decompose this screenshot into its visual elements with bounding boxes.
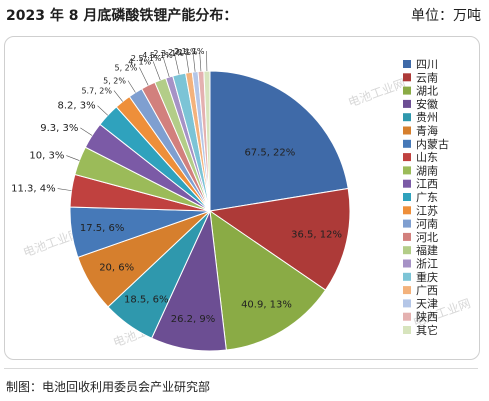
data-label: 5, 2% (103, 77, 126, 86)
legend-swatch (403, 326, 411, 334)
leader-line (66, 155, 80, 161)
legend-swatch (403, 86, 411, 95)
data-label: 2, 1% (175, 47, 198, 56)
pie-slice-1 (209, 70, 349, 212)
legend-label: 云南 (416, 71, 438, 84)
legend-label: 广西 (416, 284, 438, 297)
leader-line (163, 57, 170, 78)
leader-line (192, 51, 196, 72)
legend-swatch (403, 272, 411, 281)
data-label: 20, 6% (99, 263, 134, 274)
legend-label: 贵州 (416, 111, 438, 124)
data-label: 4, 1% (128, 57, 151, 66)
pie-slice-3 (209, 209, 327, 351)
leader-line (139, 67, 149, 86)
unit-label: 单位：万吨 (411, 8, 481, 24)
data-label: 17.5, 6% (80, 223, 125, 234)
legend-label: 山东 (416, 151, 438, 164)
legend: 四川云南湖北安徽贵州青海内蒙古山东湖南江西广东江苏河南河北福建浙江重庆广西天津陕… (403, 58, 449, 337)
leader-line (57, 188, 72, 191)
legend-label: 湖北 (416, 85, 438, 98)
data-label: 2.1, 1% (174, 47, 205, 56)
legend-swatch (403, 166, 411, 175)
legend-label: 安徽 (416, 97, 438, 111)
data-label: 18.5, 6% (124, 295, 169, 306)
legend-swatch (403, 299, 411, 308)
legend-swatch (403, 246, 411, 255)
data-label: 10, 3% (29, 151, 64, 162)
legend-label: 江西 (416, 178, 438, 191)
data-label: 26.2, 9% (171, 314, 216, 325)
legend-label: 陕西 (416, 310, 438, 324)
data-label: 2.5, 1% (131, 54, 162, 63)
leader-line (80, 127, 93, 136)
leader-line (127, 80, 136, 93)
leader-line (199, 51, 202, 72)
pie-slices (69, 70, 351, 352)
legend-swatch (403, 232, 411, 241)
data-label: 40.9, 13% (241, 299, 292, 310)
legend-swatch (403, 286, 411, 295)
legend-label: 天津 (416, 297, 438, 310)
chart-frame: 电池工业网电池工业网电池工业网电池工业网 67.5, 22%36.5, 12%4… (4, 36, 480, 360)
data-label: 5.7, 2% (81, 87, 112, 96)
legend-swatch (403, 153, 411, 162)
leader-line (152, 61, 161, 81)
source-note: 制图：电池回收利用委员会产业研究部 (6, 380, 211, 394)
pie-chart: 电池工业网电池工业网电池工业网电池工业网 67.5, 22%36.5, 12%4… (11, 47, 472, 352)
legend-label: 其它 (416, 323, 438, 337)
footer-divider (4, 368, 478, 369)
data-label: 4.5, 1% (142, 51, 173, 60)
data-label: 2.3, 1% (153, 49, 184, 58)
legend-label: 河南 (416, 218, 438, 231)
data-label: 11.3, 4% (11, 184, 56, 195)
data-label: 2, 1% (168, 48, 191, 57)
legend-swatch (403, 113, 411, 122)
chart-title: 2023 年 8 月底磷酸铁锂产能分布： (6, 8, 238, 24)
data-label: 9.3, 3% (40, 123, 78, 134)
legend-label: 内蒙古 (416, 137, 449, 151)
watermark-text: 电池工业网 (346, 76, 407, 110)
leader-line (97, 105, 109, 116)
pie-slice-2 (208, 187, 351, 291)
legend-label: 福建 (416, 243, 438, 257)
data-label: 8.2, 3% (57, 101, 95, 112)
legend-label: 广东 (416, 191, 438, 204)
legend-label: 浙江 (416, 258, 438, 271)
pie-slice-21 (203, 70, 211, 212)
data-labels: 67.5, 22% 36.5, 12% 40.9, 13% 26.2, 9%18.5,… (11, 47, 342, 325)
legend-swatch (403, 179, 411, 188)
legend-swatch (403, 193, 411, 201)
leader-line (113, 90, 123, 102)
legend-label: 重庆 (416, 270, 438, 284)
legend-swatch (403, 73, 411, 82)
legend-swatch (403, 206, 411, 215)
legend-label: 四川 (416, 58, 438, 71)
legend-label: 青海 (416, 124, 438, 138)
leader-line (174, 54, 180, 75)
legend-swatch (403, 259, 411, 268)
legend-swatch (403, 219, 411, 228)
leader-line (185, 52, 190, 73)
legend-swatch (403, 99, 411, 108)
leader-lines (57, 51, 208, 191)
legend-swatch (403, 126, 411, 135)
legend-label: 江苏 (416, 204, 438, 217)
legend-label: 河北 (416, 231, 438, 244)
legend-swatch (403, 60, 411, 68)
data-label: 67.5, 22% (244, 147, 295, 158)
legend-swatch (403, 139, 411, 148)
legend-label: 湖南 (416, 164, 438, 177)
data-label: 5, 2% (115, 63, 138, 72)
legend-swatch (403, 312, 411, 321)
data-label: 36.5, 12% (291, 230, 342, 241)
